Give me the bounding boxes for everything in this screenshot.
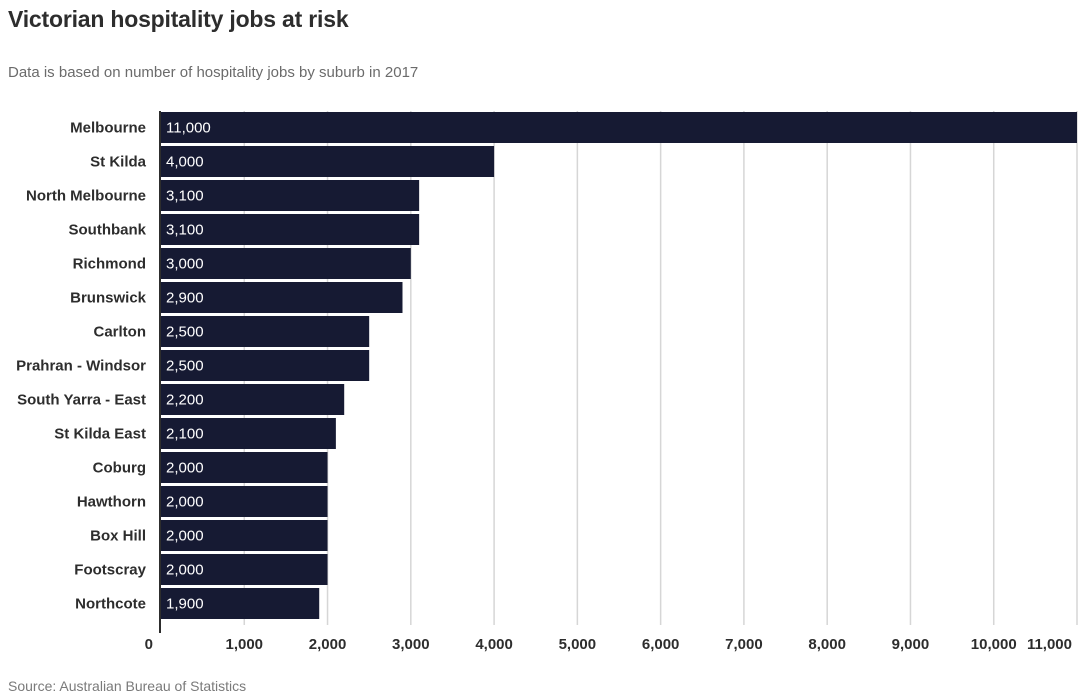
x-tick-label: 4,000 [475,636,513,653]
bar [161,282,403,313]
bar-value-label: 11,000 [166,120,211,137]
category-label: South Yarra - East [17,392,146,409]
bar [161,452,328,483]
category-label: Carlton [94,324,147,341]
x-tick-label: 6,000 [642,636,680,653]
x-tick-label: 1,000 [225,636,263,653]
x-tick-label: 7,000 [725,636,763,653]
x-tick-label: 9,000 [892,636,930,653]
x-tick-label: 11,000 [1027,636,1072,653]
category-label: Richmond [73,256,146,273]
bar [161,554,328,585]
bar [161,180,420,211]
bar [161,588,320,619]
category-label: Northcote [75,596,146,613]
bar [161,520,328,551]
bar-value-label: 2,500 [166,324,204,341]
category-label: Hawthorn [77,494,146,511]
bar-value-label: 3,000 [166,256,204,273]
bars: 11,000 4,000 3,100 3,100 3,000 2,900 2,500 2,50… [161,112,1077,619]
category-label: Footscray [74,562,146,579]
bar [161,384,345,415]
bar [161,146,495,177]
bar-value-label: 2,000 [166,494,204,511]
category-label: St Kilda East [54,426,146,443]
x-tick-label: 0 [145,636,153,653]
bar [161,486,328,517]
category-label: St Kilda [90,154,146,171]
x-tick-label: 10,000 [971,636,1017,653]
bar-value-label: 2,500 [166,358,204,375]
category-label: Box Hill [90,528,146,545]
bar-value-label: 2,000 [166,528,204,545]
bar [161,112,1077,143]
category-label: North Melbourne [26,188,146,205]
bar-value-label: 2,200 [166,392,204,409]
bar-value-label: 1,900 [166,596,204,613]
x-tick-label: 3,000 [392,636,430,653]
bar [161,316,370,347]
category-labels: Melbourne St Kilda North Melbourne Southban… [16,120,147,613]
bar [161,214,420,245]
bar-value-label: 2,000 [166,562,204,579]
x-tick-labels: 0 1,000 2,000 3,000 4,000 5,000 6,000 7,000 8,00… [145,636,1072,653]
bar-value-label: 3,100 [166,222,204,239]
bar-value-label: 2,900 [166,290,204,307]
bar-value-label: 3,100 [166,188,204,205]
category-label: Southbank [69,222,147,239]
category-label: Prahran - Windsor [16,358,146,375]
category-label: Melbourne [70,120,146,137]
x-tick-label: 8,000 [808,636,846,653]
bar-value-label: 4,000 [166,154,204,171]
bar [161,350,370,381]
bar-value-label: 2,000 [166,460,204,477]
x-tick-label: 5,000 [559,636,597,653]
x-tick-label: 2,000 [309,636,347,653]
category-label: Brunswick [70,290,147,307]
chart-source: Source: Australian Bureau of Statistics [8,678,247,694]
bar [161,248,411,279]
chart-subtitle: Data is based on number of hospitality j… [8,64,419,81]
bar [161,418,336,449]
category-label: Coburg [93,460,146,477]
bar-value-label: 2,100 [166,426,204,443]
chart-title: Victorian hospitality jobs at risk [8,6,349,32]
